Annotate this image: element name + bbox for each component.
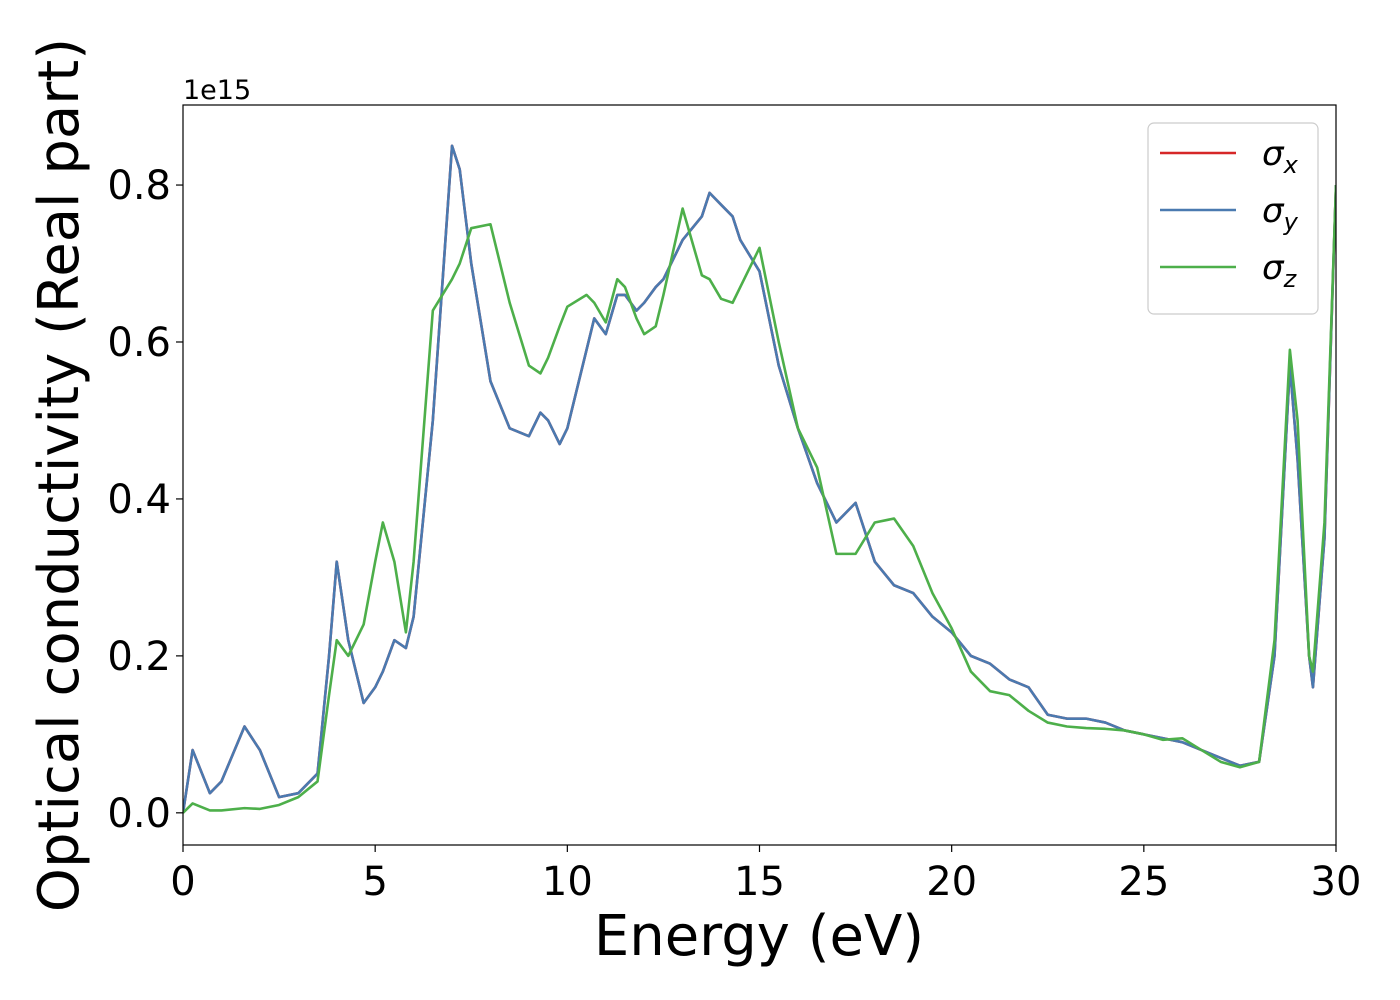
x-tick-label: 10 <box>542 859 593 905</box>
y-tick-label: 0.0 <box>107 791 171 837</box>
x-tick-label: 20 <box>926 859 977 905</box>
legend-label: σy <box>1262 191 1299 236</box>
y-axis-label: Optical conductivity (Real part) <box>27 38 92 912</box>
plot-frame <box>182 104 1337 846</box>
x-tick-label: 5 <box>362 859 387 905</box>
y-tick-label: 0.4 <box>107 477 171 523</box>
x-tick-label: 0 <box>170 859 195 905</box>
series-line <box>183 184 1336 814</box>
y-tick-label: 0.6 <box>107 320 171 366</box>
x-tick-label: 15 <box>734 859 785 905</box>
y-tick-label: 0.8 <box>107 163 171 209</box>
legend-label: σz <box>1262 248 1298 293</box>
x-tick-label: 25 <box>1118 859 1169 905</box>
y-offset-label: 1e15 <box>183 75 251 106</box>
y-tick-label: 0.2 <box>107 634 171 680</box>
x-tick-label: 30 <box>1311 859 1362 905</box>
x-axis-label: Energy (eV) <box>594 904 924 969</box>
legend-label: σx <box>1262 134 1299 179</box>
